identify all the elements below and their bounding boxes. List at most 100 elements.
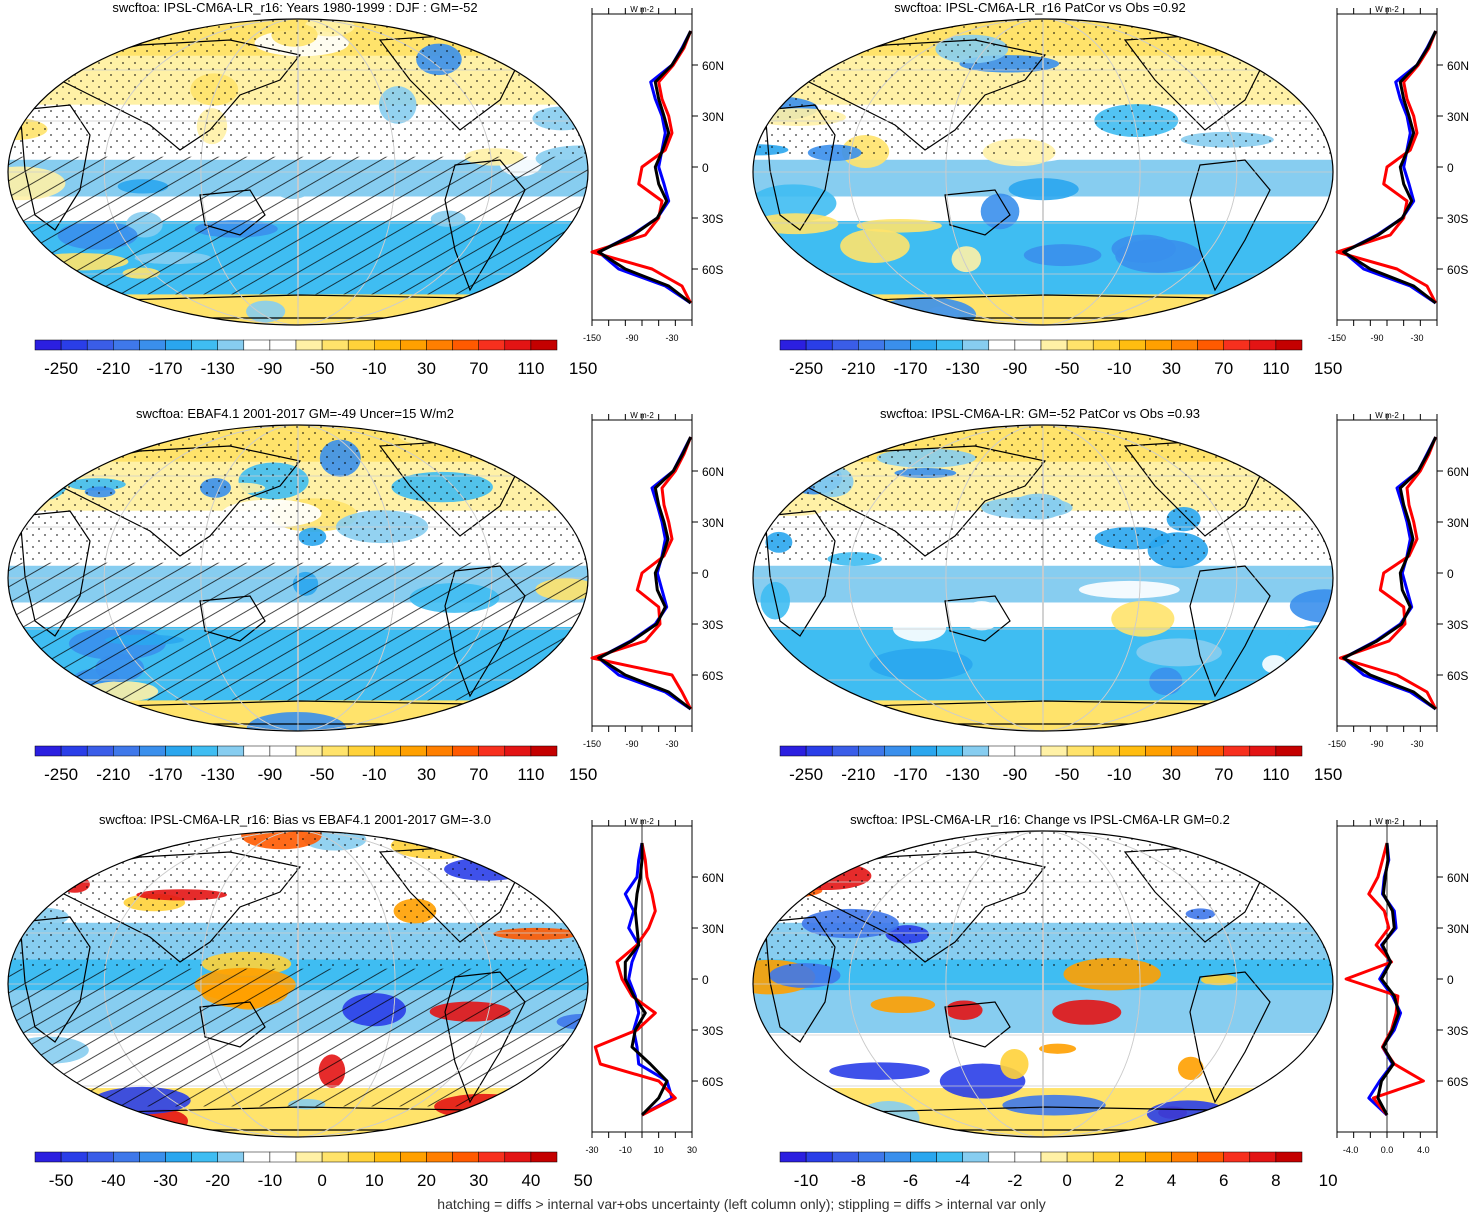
stippling	[8, 831, 588, 969]
colorbar-tick-label: -20	[205, 1171, 230, 1190]
map-blob	[945, 1000, 983, 1020]
profile-ytick-label: 60N	[702, 465, 724, 479]
profile-series-ens	[1342, 30, 1438, 305]
profile-series-ens	[1342, 436, 1438, 711]
colorbar-swatch	[269, 745, 297, 757]
colorbar-swatch	[831, 339, 859, 351]
profile-unit: W m-2	[1375, 817, 1399, 826]
map-blob	[246, 711, 347, 731]
colorbar-tick-label: 40	[521, 1171, 540, 1190]
colorbar-swatch	[936, 1151, 963, 1163]
coastline	[944, 189, 1011, 236]
colorbar-tick-label: -8	[851, 1171, 866, 1190]
meridian	[1042, 831, 1044, 1137]
profile-ytick-label: 0	[1447, 567, 1454, 581]
colorbar-tick-label: 110	[1262, 359, 1289, 378]
colorbar-tick-label: -2	[1007, 1171, 1022, 1190]
colorbar-swatch	[1014, 1151, 1042, 1163]
colorbar-swatch	[269, 1151, 297, 1163]
map-blob	[1263, 309, 1315, 325]
profile-ytick-label: 30N	[702, 516, 724, 530]
profile-ytick-label: 30N	[1447, 922, 1469, 936]
profile-xtick-label: 30	[687, 1145, 697, 1155]
meridian	[848, 19, 1238, 325]
colorbar-tick-label: 0	[317, 1171, 326, 1190]
panel-6: swcftoa: IPSL-CM6A-LR_r16: Change vs IPS…	[745, 812, 1483, 1212]
colorbar-tick-label: 30	[1162, 765, 1181, 784]
map-blob	[951, 246, 982, 273]
colorbar-tick-label: -50	[49, 1171, 74, 1190]
profile-xtick-label: -30	[665, 333, 678, 343]
profile-unit: W m-2	[630, 817, 654, 826]
colorbar-tick-label: -10	[794, 1171, 819, 1190]
colorbar-swatch	[165, 745, 192, 757]
colorbar-swatch	[478, 339, 506, 351]
colorbar-tick-label: -40	[101, 1171, 126, 1190]
profile-xtick-label: -30	[665, 739, 678, 749]
colorbar-swatch	[217, 339, 245, 351]
map-outline	[7, 424, 589, 732]
panel-graphics: -10 -8 -6 -4 -2 0 2 4 6 8 10 W m-2 -4.0 0.0 4.0 60N 30N 0…	[752, 817, 1469, 1190]
colorbar-swatch	[910, 339, 937, 351]
map-blob	[1136, 638, 1222, 667]
colorbar-tick-label: 70	[469, 765, 488, 784]
colorbar-swatch	[884, 745, 911, 757]
colorbar-swatch	[1275, 745, 1303, 757]
colorbar-tick-label: 8	[1271, 1171, 1280, 1190]
colorbar-swatch	[243, 1151, 271, 1163]
map-blob	[980, 193, 1020, 230]
colorbar-swatch	[452, 745, 479, 757]
profile-series-obs	[623, 842, 674, 1117]
colorbar-swatch	[530, 339, 558, 351]
colorbar-swatch	[478, 745, 506, 757]
map-blob	[1078, 580, 1180, 599]
map-blob	[872, 296, 977, 325]
map-blob	[1198, 1106, 1301, 1125]
colorbar-swatch	[321, 1151, 349, 1163]
colorbar-swatch	[347, 1151, 375, 1163]
colorbar-swatch	[962, 339, 990, 351]
colorbar-swatch	[243, 339, 271, 351]
profile-ytick-label: 0	[702, 567, 709, 581]
colorbar-tick-label: 110	[1262, 765, 1289, 784]
colorbar-tick-label: -90	[258, 359, 283, 378]
colorbar-swatch	[139, 339, 166, 351]
colorbar-swatch	[988, 339, 1016, 351]
colorbar-swatch	[805, 339, 833, 351]
colorbar-tick-label: -130	[201, 359, 235, 378]
map-blob	[1023, 244, 1102, 267]
profile-ytick-label: 60S	[702, 263, 723, 277]
colorbar-swatch	[374, 1151, 401, 1163]
colorbar-tick-label: -10	[1107, 359, 1132, 378]
colorbar-swatch	[1171, 1151, 1198, 1163]
colorbar-tick-label: -30	[153, 1171, 178, 1190]
profile-ytick-label: 30N	[1447, 516, 1469, 530]
profile-ytick-label: 60S	[1447, 669, 1468, 683]
colorbar-tick-label: 150	[569, 765, 597, 784]
profile-xtick-label: -90	[625, 739, 638, 749]
colorbar-swatch	[191, 339, 218, 351]
meridian	[945, 19, 1141, 325]
colorbar-swatch	[321, 745, 349, 757]
profile-ytick-label: 0	[1447, 973, 1454, 987]
colorbar-tick-label: -210	[96, 765, 130, 784]
meridian	[848, 831, 1238, 1137]
colorbar-swatch	[426, 339, 453, 351]
colorbar-tick-label: -250	[44, 765, 78, 784]
profile-ytick-label: 60S	[1447, 263, 1468, 277]
hatching	[8, 562, 588, 701]
colorbar-tick-label: -170	[148, 359, 182, 378]
colorbar-swatch	[86, 745, 114, 757]
colorbar-swatch	[400, 745, 427, 757]
panel-title: swcftoa: IPSL-CM6A-LR_r16: Bias vs EBAF4…	[99, 812, 491, 827]
profile-ytick-label: 0	[702, 973, 709, 987]
profile-series-model	[1344, 842, 1425, 1116]
colorbar-swatch	[1040, 339, 1068, 351]
colorbar-swatch	[86, 339, 114, 351]
colorbar-swatch	[139, 1151, 166, 1163]
colorbar-tick-label: -130	[946, 765, 980, 784]
profile-ytick-label: 30S	[1447, 1024, 1468, 1038]
meridian	[848, 425, 1238, 731]
colorbar-swatch	[1066, 745, 1094, 757]
profile-ytick-label: 60N	[1447, 465, 1469, 479]
